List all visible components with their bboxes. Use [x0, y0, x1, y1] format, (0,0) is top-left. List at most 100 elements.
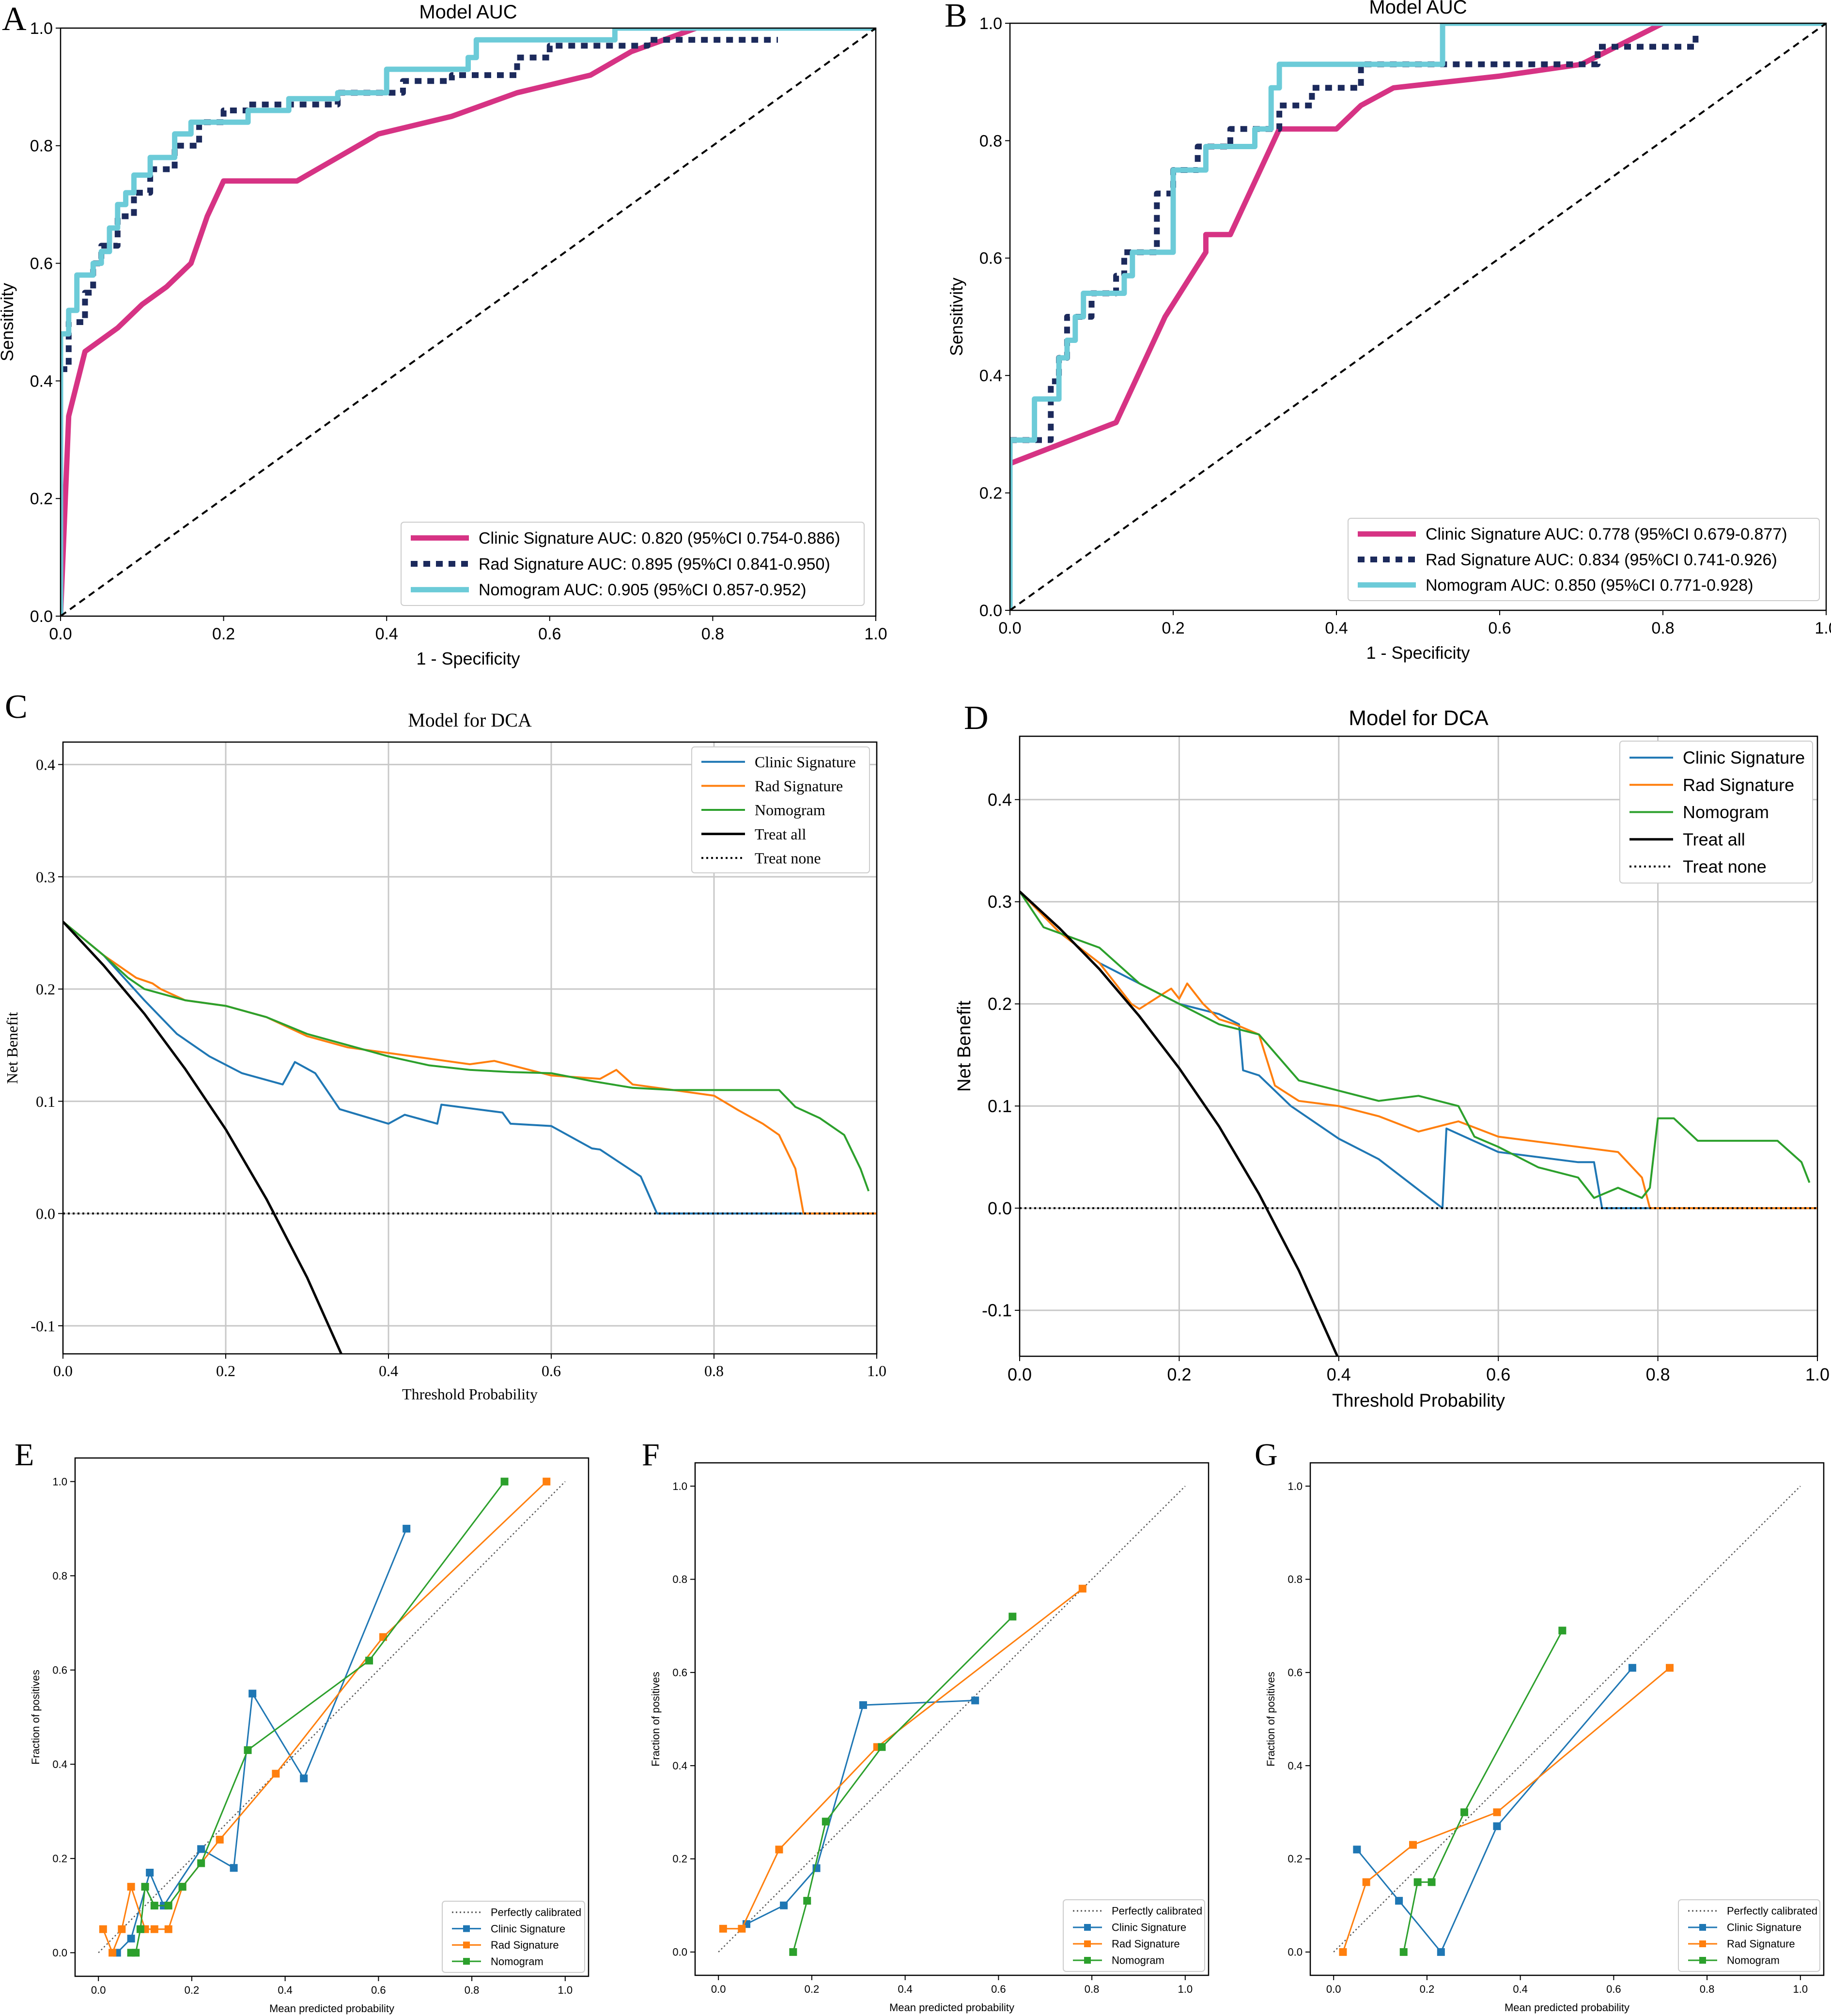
- y-tick-label: 0.6: [30, 255, 53, 273]
- y-tick-label: 0.4: [979, 367, 1002, 385]
- panel-label: F: [642, 1437, 660, 1473]
- y-tick-label: -0.1: [31, 1317, 55, 1334]
- y-tick-label: -0.1: [982, 1301, 1012, 1320]
- x-tick-label: 0.8: [701, 625, 724, 643]
- legend-label: Clinic Signature: [1727, 1922, 1801, 1934]
- data-point-marker: [1009, 1613, 1017, 1621]
- data-point-marker: [803, 1897, 811, 1905]
- data-point-marker: [738, 1924, 746, 1933]
- x-tick-label: 0.4: [1327, 1365, 1351, 1384]
- legend-label: Rad Signature: [1112, 1938, 1180, 1950]
- x-tick-label: 0.6: [542, 1362, 561, 1380]
- y-tick-label: 0.2: [36, 980, 55, 998]
- data-point-marker: [197, 1845, 205, 1853]
- legend-label: Rad Signature: [1727, 1938, 1795, 1950]
- legend-label: Nomogram AUC: 0.850 (95%CI 0.771-0.928): [1426, 576, 1753, 595]
- y-tick-label: 1.0: [672, 1480, 687, 1492]
- data-point-marker: [971, 1696, 979, 1705]
- y-tick-label: 0.0: [36, 1205, 55, 1223]
- nomogram-curve: [1020, 891, 1811, 1199]
- data-point-marker: [365, 1657, 373, 1665]
- data-point-marker: [403, 1524, 411, 1533]
- y-axis-label: Net Benefit: [3, 1012, 21, 1084]
- legend-label: Treat none: [755, 849, 821, 867]
- x-tick-label: 0.4: [1513, 1983, 1528, 1995]
- legend-box: [1678, 1899, 1820, 1972]
- legend-label: Rad Signature: [1683, 775, 1794, 795]
- x-tick-label: 0.0: [1008, 1365, 1032, 1384]
- data-point-marker: [1493, 1808, 1501, 1816]
- y-tick-label: 0.4: [672, 1760, 687, 1772]
- y-tick-label: 0.3: [988, 892, 1012, 912]
- y-tick-label: 0.8: [979, 132, 1002, 150]
- calibration-reference-line: [1333, 1486, 1801, 1953]
- legend-label: Rad Signature: [755, 777, 843, 795]
- data-point-marker: [216, 1835, 224, 1844]
- x-tick-label: 0.4: [1325, 619, 1348, 637]
- data-point-marker: [1395, 1897, 1403, 1905]
- x-tick-label: 0.2: [212, 625, 235, 643]
- y-tick-label: 0.4: [30, 372, 53, 390]
- y-tick-label: 0.0: [30, 607, 53, 626]
- y-tick-label: 0.2: [988, 994, 1012, 1014]
- plot-area: [98, 1477, 566, 1957]
- legend-marker: [463, 1925, 470, 1932]
- data-point-marker: [248, 1690, 257, 1698]
- y-tick-label: 0.0: [672, 1946, 687, 1958]
- data-point-marker: [543, 1477, 551, 1486]
- y-tick-label: 0.3: [36, 868, 55, 885]
- x-tick-label: 1.0: [1805, 1365, 1830, 1384]
- x-tick-label: 0.0: [711, 1983, 726, 1995]
- legend-label: Rad Signature AUC: 0.834 (95%CI 0.741-0.…: [1426, 551, 1777, 569]
- data-point-marker: [136, 1925, 144, 1933]
- panel-b: B Model AUC 0.0 0.2 0.4 0.6 0.8 1.0 0.0 0.2 0.4 0.6…: [945, 0, 1831, 663]
- panel-c: C Model for DCA 0.0 0.2 0.4 0.6 0.8 1.0 -0.1 0.0 0…: [3, 688, 886, 1403]
- chance-diagonal: [1010, 23, 1826, 610]
- panel-label: E: [15, 1437, 34, 1473]
- x-tick-label: 0.2: [216, 1362, 235, 1380]
- data-point-marker: [1428, 1878, 1436, 1886]
- axes-frame: [62, 741, 878, 1355]
- legend-box: [1348, 518, 1820, 601]
- y-tick-label: 0.2: [979, 484, 1002, 503]
- y-tick-label: 0.0: [988, 1198, 1012, 1218]
- axes-frame: [60, 27, 877, 617]
- rad-calibration-line: [102, 1481, 547, 1954]
- x-tick-label: 0.8: [704, 1362, 724, 1380]
- y-tick-label: 0.2: [672, 1853, 687, 1865]
- y-tick-label: 0.6: [672, 1667, 687, 1679]
- x-tick-label: 0.6: [371, 1984, 386, 1996]
- data-point-marker: [1399, 1948, 1408, 1956]
- legend-label: Clinic Signature AUC: 0.820 (95%CI 0.754…: [479, 529, 840, 548]
- x-tick-label: 0.0: [1326, 1983, 1341, 1995]
- y-axis-label: Fraction of positives: [30, 1670, 42, 1765]
- legend-marker: [1084, 1940, 1091, 1947]
- x-tick-label: 0.0: [49, 625, 72, 643]
- x-tick-label: 0.2: [805, 1983, 820, 1995]
- legend-label: Nomogram: [1683, 802, 1769, 822]
- x-tick-label: 0.8: [1651, 619, 1674, 637]
- panel-label: A: [2, 0, 27, 38]
- legend-box: [1619, 741, 1813, 884]
- chart-title: Model for DCA: [1349, 706, 1489, 730]
- legend-label: Clinic Signature: [1112, 1922, 1186, 1934]
- y-axis-label: Net Benefit: [954, 1001, 975, 1092]
- plot-area: [61, 28, 876, 616]
- legend-label: Rad Signature AUC: 0.895 (95%CI 0.841-0.…: [479, 555, 830, 574]
- x-tick-label: 0.8: [1700, 1983, 1715, 1995]
- calibration-reference-line: [718, 1486, 1186, 1953]
- plot-area: [1020, 890, 1817, 1356]
- legend-label: Treat none: [1683, 857, 1767, 877]
- legend-label: Nomogram AUC: 0.905 (95%CI 0.857-0.952): [479, 581, 807, 599]
- data-point-marker: [1353, 1845, 1361, 1854]
- y-tick-label: 1.0: [52, 1475, 67, 1488]
- rad-curve: [63, 921, 877, 1215]
- x-tick-label: 0.4: [278, 1984, 293, 1996]
- legend-label: Treat all: [755, 825, 806, 843]
- data-point-marker: [1628, 1664, 1636, 1672]
- x-tick-label: 0.8: [1646, 1365, 1670, 1384]
- data-point-marker: [272, 1769, 280, 1778]
- x-tick-label: 1.0: [558, 1984, 573, 1996]
- x-tick-label: 0.2: [185, 1984, 200, 1996]
- data-point-marker: [1558, 1627, 1567, 1635]
